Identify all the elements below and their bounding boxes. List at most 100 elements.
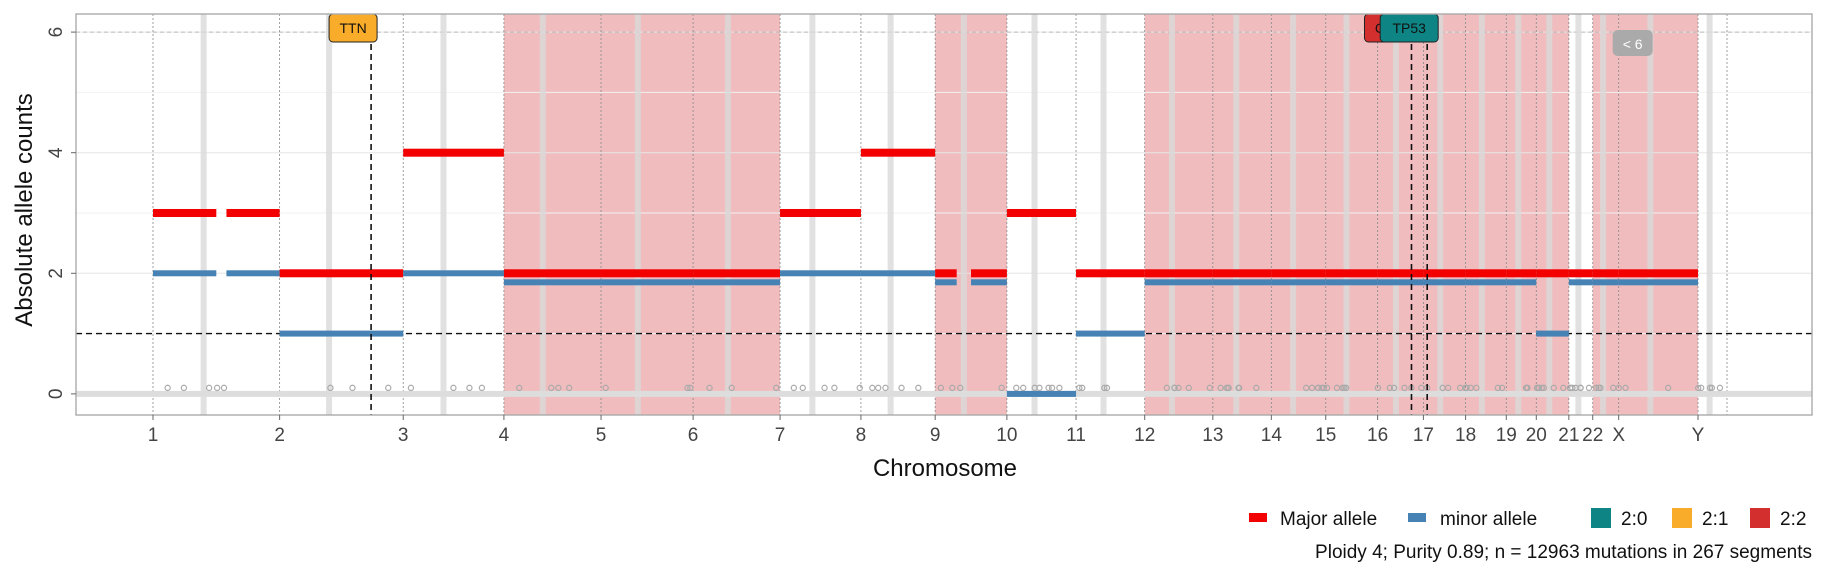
mutation-point <box>1463 384 1470 392</box>
centromere-band <box>539 14 546 415</box>
minor-allele-segment <box>1212 279 1272 286</box>
mutation-point <box>882 384 889 392</box>
centromere-band <box>1546 14 1553 415</box>
mutation-point <box>856 384 863 392</box>
legend-karyotype-swatch <box>1591 508 1611 528</box>
y-tick-label: 6 <box>46 27 67 38</box>
mutation-point <box>1175 384 1182 392</box>
minor-allele-segment <box>1536 330 1569 337</box>
legend-major-label: Major allele <box>1280 509 1377 530</box>
mutation-point <box>831 384 838 392</box>
mutation-point <box>687 384 694 392</box>
centromere-band <box>724 14 731 415</box>
mutation-point <box>1622 384 1629 392</box>
mutation-point <box>1577 384 1584 392</box>
centromere-band <box>440 14 447 415</box>
centromere-band <box>1647 14 1654 415</box>
mutation-point <box>1522 384 1530 392</box>
highlight-region-chr16 <box>1377 14 1424 415</box>
y-axis-title: Absolute allele counts <box>11 93 38 326</box>
mutation-point <box>1103 384 1111 392</box>
highlight-region-chrX <box>1618 14 1699 415</box>
mutation-point <box>213 384 221 392</box>
mutation-point <box>1225 384 1232 392</box>
centromere-band <box>1290 14 1297 415</box>
mutation-point <box>998 384 1005 392</box>
minor-allele-segment <box>1506 279 1537 286</box>
centromere-band <box>1168 14 1175 415</box>
major-allele-segment <box>693 269 781 278</box>
minor-allele-segment <box>1618 279 1699 286</box>
highlight-region-chr17 <box>1423 14 1466 415</box>
mutation-point <box>1597 384 1604 392</box>
mutation-point <box>773 384 780 392</box>
mutation-point <box>1171 384 1178 392</box>
mutation-point <box>915 384 922 392</box>
minor-allele-segment <box>1423 279 1466 286</box>
centromere-band <box>1233 14 1240 415</box>
minor-allele-segment <box>780 270 861 277</box>
plot-frame <box>75 13 1813 416</box>
minor-allele-segment <box>1465 279 1507 286</box>
mutation-point <box>1206 384 1213 392</box>
minor-allele-segment <box>1076 330 1145 337</box>
mutation-point <box>1494 384 1502 392</box>
mutation-point <box>1045 384 1052 392</box>
mutation-point <box>1314 384 1322 392</box>
mutation-point <box>1550 384 1557 392</box>
major-allele-segment <box>279 269 404 278</box>
x-tick-label-chr17: 17 <box>1413 425 1434 446</box>
mutation-point <box>602 384 609 392</box>
highlight-region-chr4 <box>503 14 602 415</box>
major-allele-segment <box>1076 269 1145 278</box>
mutation-point <box>1386 384 1394 392</box>
major-allele-segment <box>935 269 957 278</box>
minor-allele-segment <box>971 279 1007 286</box>
mutation-point <box>1695 384 1702 392</box>
mutation-point <box>1253 384 1260 392</box>
x-tick-label-chr5: 5 <box>596 425 607 446</box>
major-allele-segment <box>1423 269 1466 278</box>
mutation-point <box>684 384 691 392</box>
mutation-point <box>1056 384 1063 392</box>
mutation-point <box>1390 384 1398 392</box>
minor-allele-segment <box>153 270 217 277</box>
x-tick-label-chr3: 3 <box>398 425 409 446</box>
x-tick-label-chr11: 11 <box>1066 425 1086 446</box>
y-tick-label: 2 <box>46 268 67 279</box>
mutation-point <box>1031 384 1038 392</box>
legend-karyotype-swatch <box>1750 508 1770 528</box>
mutation-point <box>1079 384 1086 392</box>
mutation-point <box>1163 384 1171 392</box>
mutation-point <box>1716 384 1724 392</box>
legend-karyotype-swatch <box>1672 508 1692 528</box>
mutation-point <box>1535 384 1543 392</box>
out-of-range-badge-label: < 6 <box>1623 36 1643 52</box>
mutation-point <box>1341 384 1348 392</box>
minor-allele-segment <box>601 279 694 286</box>
highlight-region-chr18 <box>1465 14 1507 415</box>
minor-allele-segment <box>1271 279 1326 286</box>
mutation-point <box>874 384 882 392</box>
x-tick-label-chr1: 1 <box>148 425 159 446</box>
mutation-point <box>957 384 964 392</box>
mutation-point <box>180 384 188 392</box>
mutation-point <box>548 384 555 392</box>
x-tick-label-chr4: 4 <box>499 425 510 446</box>
major-allele-segment <box>1212 269 1272 278</box>
mutation-point <box>466 384 473 392</box>
mutation-point <box>1615 384 1622 392</box>
highlight-region-chr20 <box>1536 14 1569 415</box>
legend-karyotype-label: 2:0 <box>1621 509 1647 530</box>
major-allele-segment <box>1618 269 1699 278</box>
x-tick-label-chr21: 21 <box>1558 425 1579 446</box>
legend-major-swatch <box>1249 513 1267 522</box>
legend-karyotype-label: 2:2 <box>1780 509 1806 530</box>
mutation-point <box>949 384 956 392</box>
mutation-point <box>555 384 562 392</box>
legend-karyotype-label: 2:1 <box>1702 509 1728 530</box>
centromere-band <box>960 14 967 415</box>
highlight-region-chr13 <box>1212 14 1272 415</box>
minor-allele-segment <box>1325 279 1378 286</box>
